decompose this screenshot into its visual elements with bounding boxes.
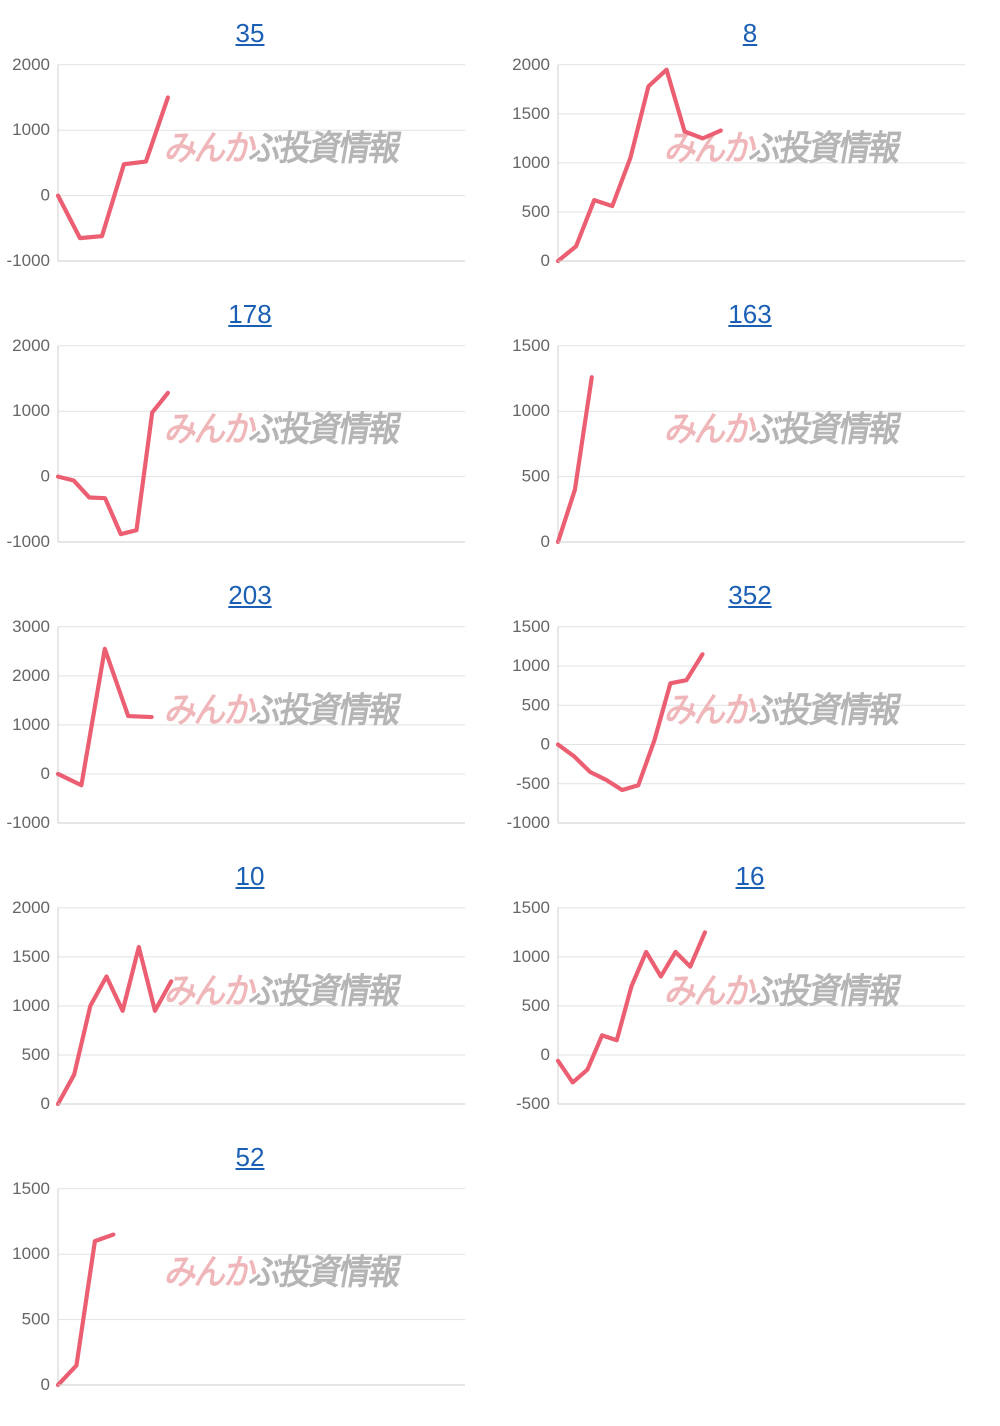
svg-text:-500: -500 [516, 1094, 550, 1113]
svg-text:2000: 2000 [12, 55, 50, 74]
svg-text:500: 500 [522, 996, 550, 1015]
svg-text:ぶ投資情報: ぶ投資情報 [746, 410, 905, 450]
svg-text:ぶ投資情報: ぶ投資情報 [246, 410, 405, 450]
svg-text:ぶ投資情報: ぶ投資情報 [246, 1253, 405, 1293]
svg-text:1500: 1500 [512, 104, 550, 123]
svg-text:ぶ投資情報: ぶ投資情報 [746, 691, 905, 731]
svg-text:500: 500 [522, 467, 550, 486]
svg-text:みんか: みんか [162, 973, 260, 1012]
svg-text:1000: 1000 [12, 715, 50, 734]
svg-text:-1000: -1000 [7, 813, 50, 832]
svg-text:-1000: -1000 [507, 813, 550, 832]
svg-text:ぶ投資情報: ぶ投資情報 [246, 972, 405, 1012]
svg-text:ぶ投資情報: ぶ投資情報 [246, 129, 405, 169]
svg-text:みんか: みんか [162, 1254, 260, 1293]
svg-text:0: 0 [541, 251, 550, 270]
svg-text:500: 500 [22, 1310, 50, 1329]
svg-text:ぶ投資情報: ぶ投資情報 [746, 129, 905, 169]
svg-text:2000: 2000 [12, 666, 50, 685]
svg-text:0: 0 [541, 532, 550, 551]
svg-text:1000: 1000 [12, 996, 50, 1015]
svg-text:ぶ投資情報: ぶ投資情報 [746, 972, 905, 1012]
svg-text:0: 0 [41, 764, 50, 783]
svg-text:みんか: みんか [662, 973, 760, 1012]
svg-text:0: 0 [41, 467, 50, 486]
svg-text:500: 500 [522, 202, 550, 221]
svg-text:-1000: -1000 [7, 532, 50, 551]
svg-text:2000: 2000 [12, 898, 50, 917]
svg-text:1500: 1500 [512, 617, 550, 636]
svg-text:1000: 1000 [12, 120, 50, 139]
svg-text:1500: 1500 [512, 898, 550, 917]
svg-text:1000: 1000 [512, 947, 550, 966]
svg-text:みんか: みんか [162, 692, 260, 731]
svg-text:1500: 1500 [512, 336, 550, 355]
svg-text:1500: 1500 [12, 1179, 50, 1198]
svg-text:みんか: みんか [162, 130, 260, 169]
svg-text:みんか: みんか [162, 411, 260, 450]
svg-text:0: 0 [41, 1375, 50, 1394]
svg-text:500: 500 [522, 695, 550, 714]
svg-text:0: 0 [41, 186, 50, 205]
svg-text:1500: 1500 [12, 947, 50, 966]
svg-text:ぶ投資情報: ぶ投資情報 [246, 691, 405, 731]
svg-text:1000: 1000 [12, 401, 50, 420]
svg-text:みんか: みんか [662, 692, 760, 731]
svg-text:2000: 2000 [12, 336, 50, 355]
svg-text:-1000: -1000 [7, 251, 50, 270]
svg-text:3000: 3000 [12, 617, 50, 636]
svg-text:1000: 1000 [512, 656, 550, 675]
svg-text:500: 500 [22, 1045, 50, 1064]
svg-text:-500: -500 [516, 774, 550, 793]
svg-text:2000: 2000 [512, 55, 550, 74]
svg-text:1000: 1000 [512, 401, 550, 420]
svg-text:0: 0 [541, 1045, 550, 1064]
svg-text:0: 0 [41, 1094, 50, 1113]
svg-text:みんか: みんか [662, 411, 760, 450]
svg-text:1000: 1000 [12, 1244, 50, 1263]
svg-text:0: 0 [541, 735, 550, 754]
svg-text:1000: 1000 [512, 153, 550, 172]
